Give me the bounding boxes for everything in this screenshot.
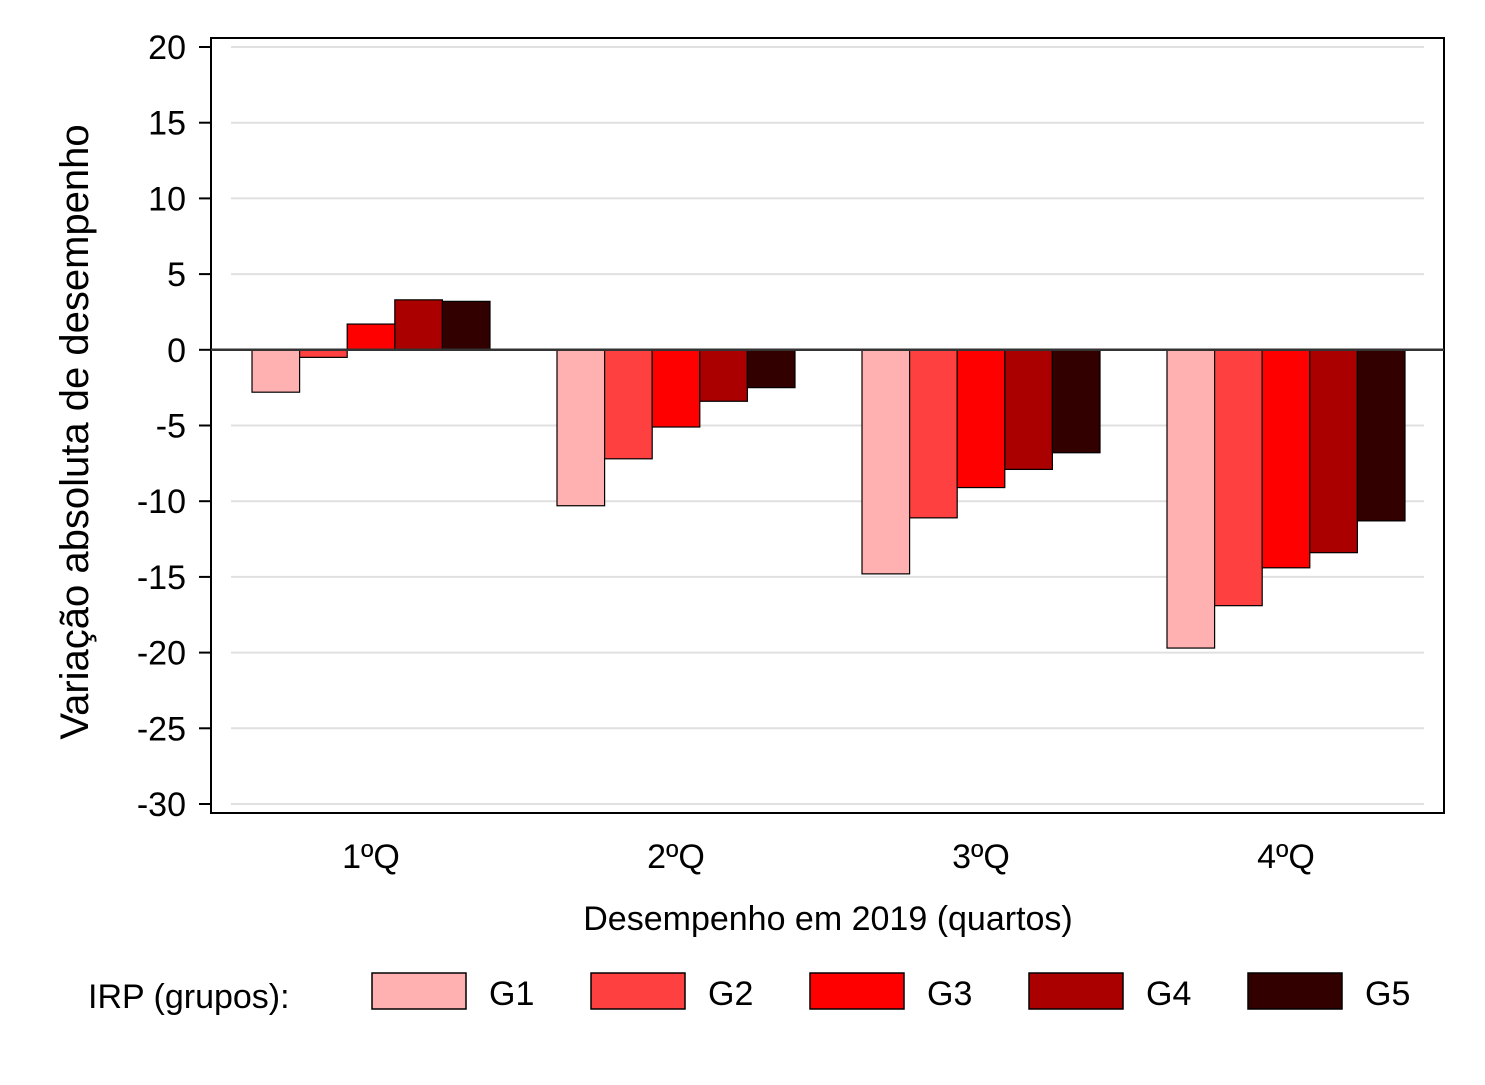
y-tick-label: 20 — [148, 29, 186, 67]
x-tick-label: 4ºQ — [1257, 838, 1315, 876]
y-tick-label: 5 — [167, 256, 186, 294]
bar-g3-2 — [956, 349, 1006, 489]
legend-title: IRP (grupos): — [88, 978, 290, 1016]
legend-label-g3: G3 — [927, 975, 972, 1013]
bar-g5-2 — [1051, 349, 1101, 454]
bar-g4-1 — [699, 349, 748, 402]
x-tick-label: 2ºQ — [647, 838, 705, 876]
legend-label-g2: G2 — [708, 975, 753, 1013]
bar-g3-3 — [1261, 349, 1311, 569]
y-axis-title: Variação absoluta de desempenho — [53, 124, 97, 739]
legend-swatch-g3 — [809, 972, 905, 1010]
legend: IRP (grupos): G1 G2 G3 G4 G5 — [88, 972, 1410, 1016]
bar-g5-0 — [441, 300, 491, 351]
bar-g4-2 — [1004, 349, 1053, 471]
bar-g2-2 — [908, 349, 958, 519]
legend-swatch-g2 — [590, 972, 686, 1010]
y-tick-label: -30 — [137, 786, 186, 824]
grid-lines — [231, 46, 1424, 805]
bar-g3-0 — [346, 323, 396, 351]
bar-g2-1 — [603, 349, 653, 460]
x-tick-label: 3ºQ — [952, 838, 1010, 876]
bar-g4-0 — [394, 299, 443, 351]
y-tick-label: 0 — [167, 332, 186, 370]
bar-g1-2 — [861, 349, 911, 575]
y-tick-label: -25 — [137, 710, 186, 748]
y-tick-label: -10 — [137, 483, 186, 521]
y-tick-label: -15 — [137, 559, 186, 597]
legend-swatch-g1 — [371, 972, 467, 1010]
bar-g1-0 — [251, 349, 301, 393]
legend-swatch-g5 — [1247, 972, 1343, 1010]
y-tick-label: 15 — [148, 105, 186, 143]
bars — [251, 299, 1406, 649]
y-tick-label: 10 — [148, 180, 186, 218]
legend-label-g5: G5 — [1365, 975, 1410, 1013]
legend-label-g4: G4 — [1146, 975, 1191, 1013]
y-tick-label: -20 — [137, 635, 186, 673]
legend-label-g1: G1 — [489, 975, 534, 1013]
bar-g1-3 — [1166, 349, 1216, 649]
bar-g1-1 — [556, 349, 606, 507]
axes: 20 15 10 5 0 -5 -10 -15 -20 -25 -30 1ºQ 2ºQ 3ºQ 4ºQ — [137, 29, 1445, 876]
bar-g2-3 — [1213, 349, 1263, 607]
bar-g3-1 — [651, 349, 701, 428]
y-tick-label: -5 — [156, 408, 186, 446]
bar-g4-3 — [1309, 349, 1359, 554]
legend-swatch-g4 — [1028, 972, 1124, 1010]
bar-g5-1 — [746, 349, 796, 389]
bar-g5-3 — [1356, 349, 1406, 522]
x-tick-label: 1ºQ — [342, 838, 400, 876]
x-axis-title: Desempenho em 2019 (quartos) — [583, 900, 1073, 938]
